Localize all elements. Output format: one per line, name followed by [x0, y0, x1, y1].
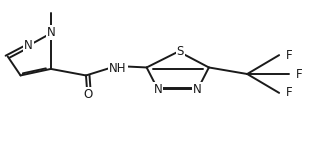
Text: S: S — [176, 45, 184, 58]
Text: O: O — [83, 88, 92, 101]
Text: F: F — [286, 49, 293, 62]
Text: N: N — [46, 26, 55, 39]
Text: F: F — [286, 86, 293, 99]
Text: F: F — [296, 67, 302, 81]
Text: NH: NH — [109, 62, 127, 75]
Text: N: N — [153, 83, 162, 96]
Text: N: N — [24, 39, 33, 52]
Text: N: N — [193, 83, 202, 96]
